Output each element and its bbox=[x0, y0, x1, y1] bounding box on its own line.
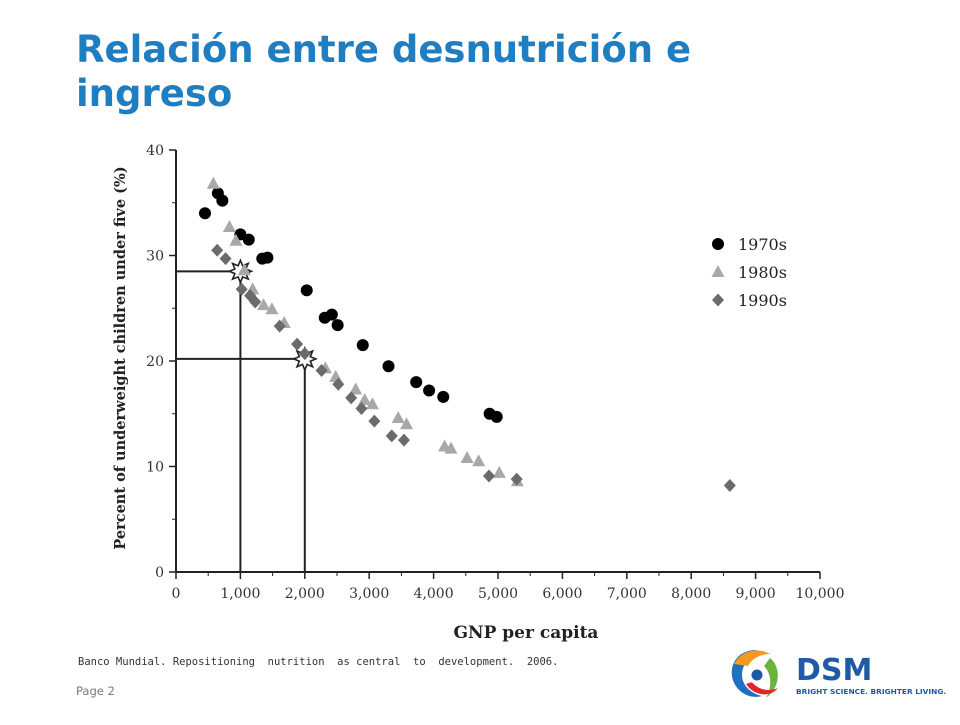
data-point-1990s bbox=[219, 252, 232, 266]
data-point-1980s bbox=[229, 233, 243, 246]
data-point-1990s bbox=[397, 433, 410, 447]
data-point-1970s bbox=[242, 233, 255, 246]
axes bbox=[175, 150, 820, 573]
legend-marker-1980s bbox=[711, 265, 725, 277]
data-point-1980s bbox=[222, 220, 236, 233]
data-point-1980s bbox=[349, 382, 363, 395]
data-point-1970s bbox=[261, 251, 274, 264]
data-point-1990s bbox=[298, 347, 311, 361]
data-point-1990s bbox=[482, 469, 495, 483]
x-tick-label: 1,000 bbox=[220, 586, 260, 602]
data-point-1970s bbox=[198, 207, 211, 220]
x-tick-label: 2,000 bbox=[285, 586, 325, 602]
data-point-1980s bbox=[444, 441, 458, 454]
legend-label-1990s: 1990s bbox=[738, 291, 787, 310]
data-point-1990s bbox=[368, 414, 381, 428]
legend-label-1980s: 1980s bbox=[738, 263, 787, 282]
data-point-1970s bbox=[382, 360, 395, 373]
x-tick-label: 5,000 bbox=[478, 586, 518, 602]
data-point-1990s bbox=[315, 363, 328, 377]
dsm-logo: DSM BRIGHT SCIENCE. BRIGHTER LIVING. bbox=[731, 650, 946, 698]
data-point-1970s bbox=[490, 410, 503, 423]
x-tick-label: 8,000 bbox=[671, 586, 711, 602]
data-point-1970s bbox=[331, 319, 344, 332]
reference-lines bbox=[176, 258, 318, 572]
data-point-1980s bbox=[492, 465, 506, 478]
slide-title: Relación entre desnutrición e ingreso bbox=[76, 28, 692, 115]
legend-label-1970s: 1970s bbox=[738, 235, 787, 254]
data-point-1970s bbox=[437, 390, 450, 403]
data-point-1980s bbox=[400, 417, 414, 430]
data-point-1990s bbox=[385, 429, 398, 443]
data-point-1980s bbox=[206, 176, 220, 189]
data-point-1990s bbox=[249, 295, 262, 309]
data-point-1980s bbox=[237, 263, 251, 276]
data-point-1970s bbox=[216, 194, 229, 207]
page-number: Page 2 bbox=[76, 684, 115, 698]
x-tick-label: 9,000 bbox=[736, 586, 776, 602]
data-point-1990s bbox=[723, 478, 736, 492]
source-citation: Banco Mundial. Repositioning nutrition a… bbox=[78, 656, 559, 668]
x-tick-label: 6,000 bbox=[542, 586, 582, 602]
y-tick-label: 30 bbox=[146, 249, 164, 265]
logo-tagline: BRIGHT SCIENCE. BRIGHTER LIVING. bbox=[796, 687, 946, 696]
data-point-1970s bbox=[300, 284, 313, 297]
data-point-1970s bbox=[423, 384, 436, 397]
data-point-1990s bbox=[355, 401, 368, 415]
y-axis-label: Percent of underweight children under fi… bbox=[112, 166, 129, 549]
legend: 1970s 1980s 1990s bbox=[711, 235, 787, 310]
x-tick-label: 3,000 bbox=[349, 586, 389, 602]
data-point-1970s bbox=[325, 308, 338, 321]
data-point-1990s bbox=[235, 282, 248, 296]
legend-marker-1970s bbox=[712, 238, 724, 250]
legend-marker-1990s bbox=[712, 293, 724, 307]
dsm-emblem-icon bbox=[731, 650, 778, 698]
data-point-1990s bbox=[332, 377, 345, 391]
data-point-1980s bbox=[472, 454, 486, 467]
x-axis-label: GNP per capita bbox=[454, 623, 599, 643]
data-point-1990s bbox=[510, 472, 523, 486]
data-point-1980s bbox=[365, 397, 379, 410]
y-tick-label: 0 bbox=[155, 565, 164, 581]
y-tick-label: 20 bbox=[146, 354, 164, 370]
data-point-1970s bbox=[356, 339, 369, 352]
y-tick-label: 40 bbox=[146, 143, 164, 159]
x-tick-label: 7,000 bbox=[607, 586, 647, 602]
data-point-1990s bbox=[211, 243, 224, 257]
x-tick-label: 10,000 bbox=[796, 586, 845, 602]
data-point-1980s bbox=[265, 302, 279, 315]
data-point-1980s bbox=[391, 410, 405, 423]
data-point-1980s bbox=[460, 451, 474, 464]
data-point-1990s bbox=[273, 319, 286, 333]
data-point-1970s bbox=[410, 376, 423, 389]
x-tick-label: 4,000 bbox=[414, 586, 454, 602]
x-tick-label: 0 bbox=[172, 586, 181, 602]
data-point-1990s bbox=[345, 391, 358, 405]
logo-name: DSM bbox=[796, 653, 872, 688]
ticks: 0 1,000 2,000 3,000 4,000 5,000 6,000 7,000 8,00… bbox=[146, 143, 844, 602]
data-point-1980s bbox=[257, 298, 271, 311]
data-points bbox=[198, 176, 736, 492]
y-tick-label: 10 bbox=[146, 460, 164, 476]
data-point-1990s bbox=[291, 337, 304, 351]
